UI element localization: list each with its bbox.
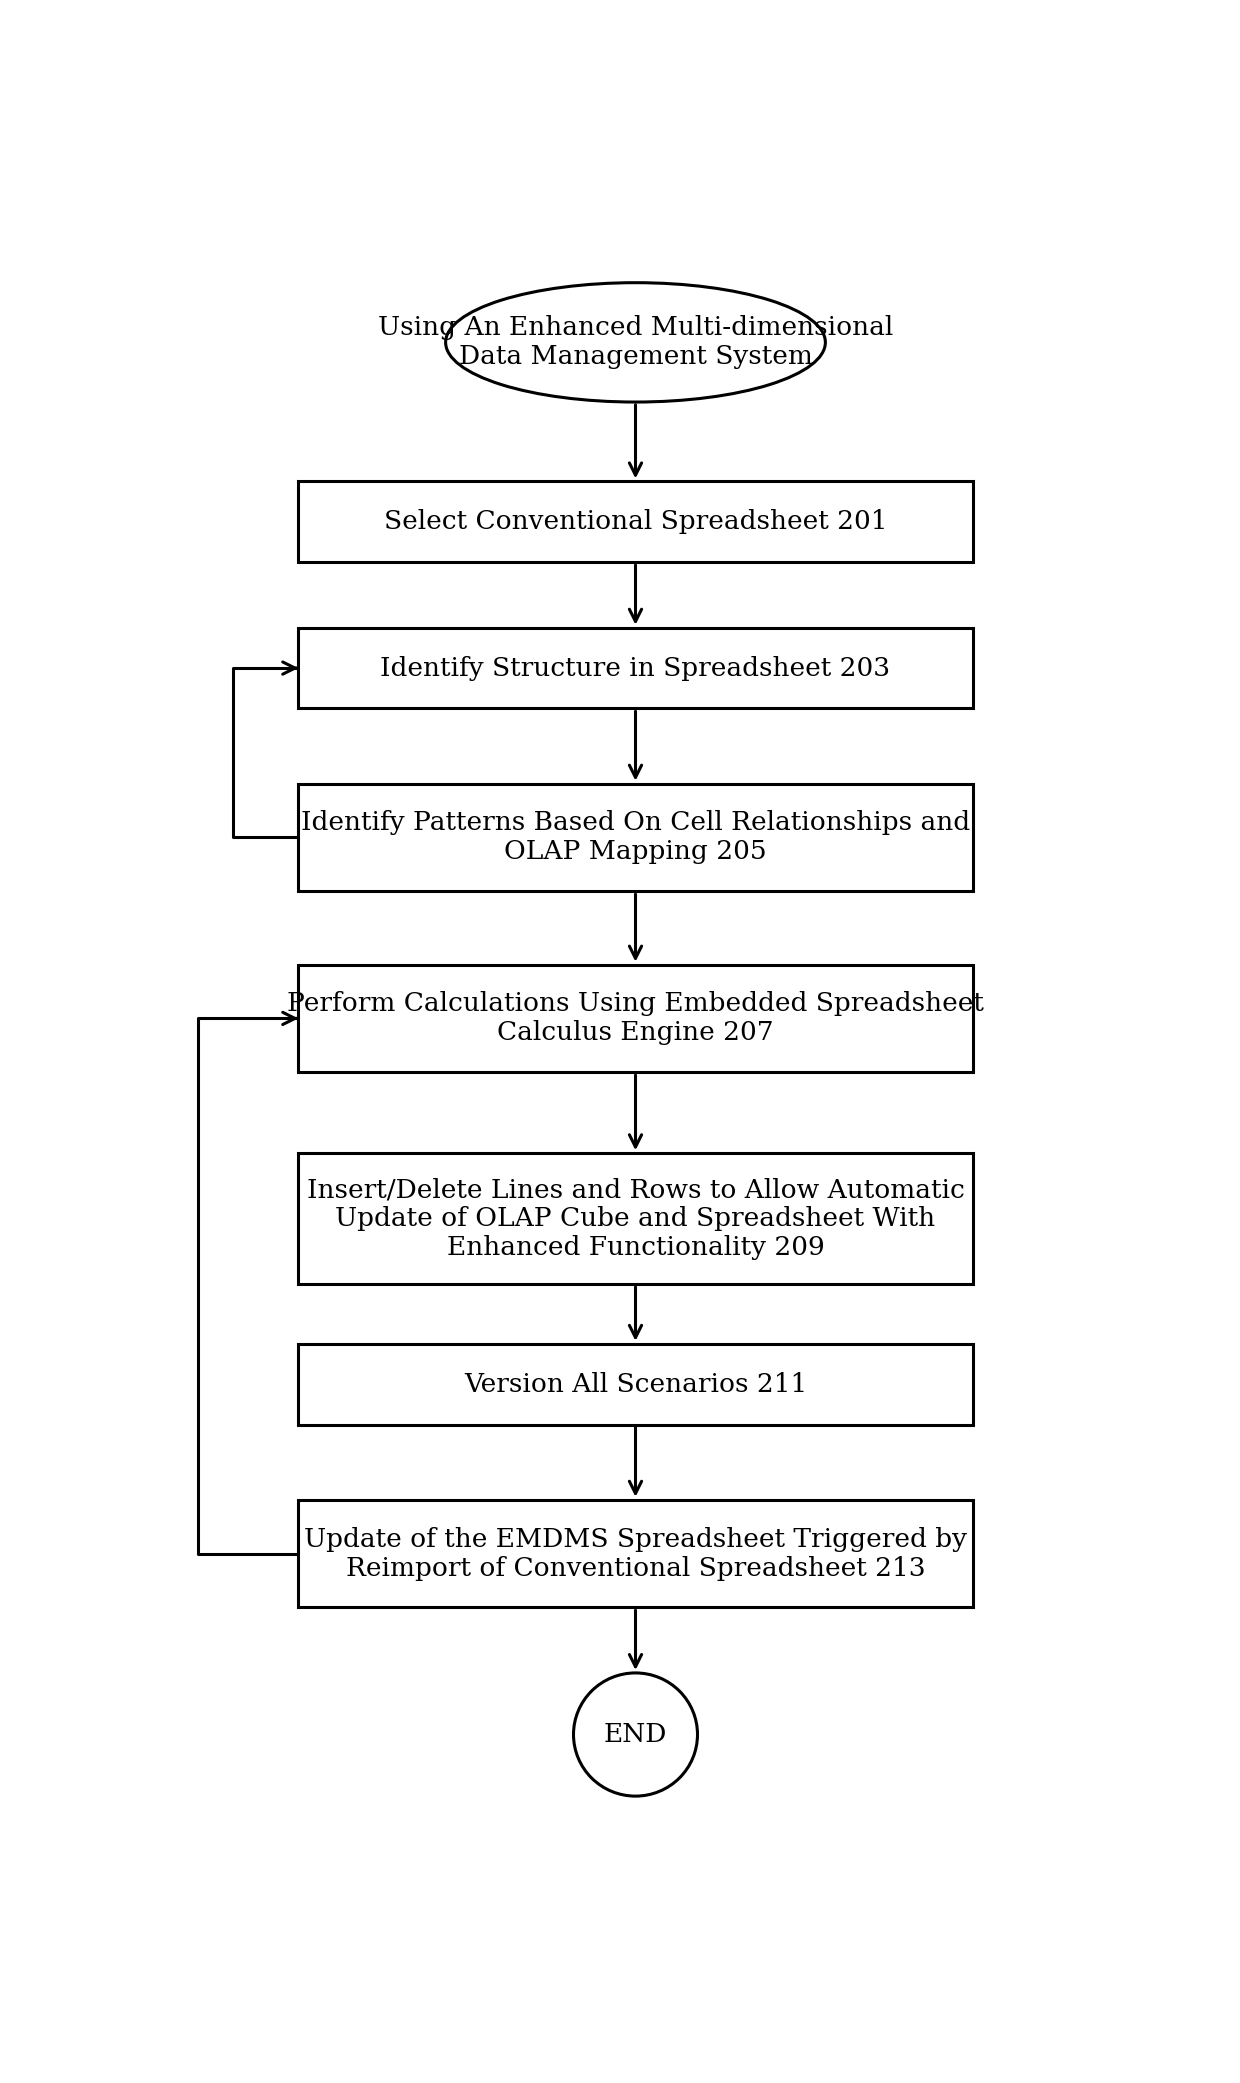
Text: Insert/Delete Lines and Rows to Allow Automatic
Update of OLAP Cube and Spreadsh: Insert/Delete Lines and Rows to Allow Au… xyxy=(306,1177,965,1260)
FancyBboxPatch shape xyxy=(299,481,972,562)
FancyBboxPatch shape xyxy=(299,1500,972,1608)
Text: Identify Patterns Based On Cell Relationships and
OLAP Mapping 205: Identify Patterns Based On Cell Relation… xyxy=(301,810,970,864)
Text: Update of the EMDMS Spreadsheet Triggered by
Reimport of Conventional Spreadshee: Update of the EMDMS Spreadsheet Triggere… xyxy=(304,1527,967,1581)
FancyBboxPatch shape xyxy=(299,1344,972,1425)
Circle shape xyxy=(573,1673,697,1796)
FancyBboxPatch shape xyxy=(299,783,972,892)
Text: Select Conventional Spreadsheet 201: Select Conventional Spreadsheet 201 xyxy=(383,508,888,533)
FancyBboxPatch shape xyxy=(299,964,972,1073)
Ellipse shape xyxy=(445,283,826,402)
Text: END: END xyxy=(604,1723,667,1748)
FancyBboxPatch shape xyxy=(299,627,972,708)
Text: Using An Enhanced Multi-dimensional
Data Management System: Using An Enhanced Multi-dimensional Data… xyxy=(378,315,893,369)
FancyBboxPatch shape xyxy=(299,1154,972,1283)
Text: Identify Structure in Spreadsheet 203: Identify Structure in Spreadsheet 203 xyxy=(381,656,890,681)
Text: Version All Scenarios 211: Version All Scenarios 211 xyxy=(464,1373,807,1398)
Text: Perform Calculations Using Embedded Spreadsheet
Calculus Engine 207: Perform Calculations Using Embedded Spre… xyxy=(288,992,983,1046)
